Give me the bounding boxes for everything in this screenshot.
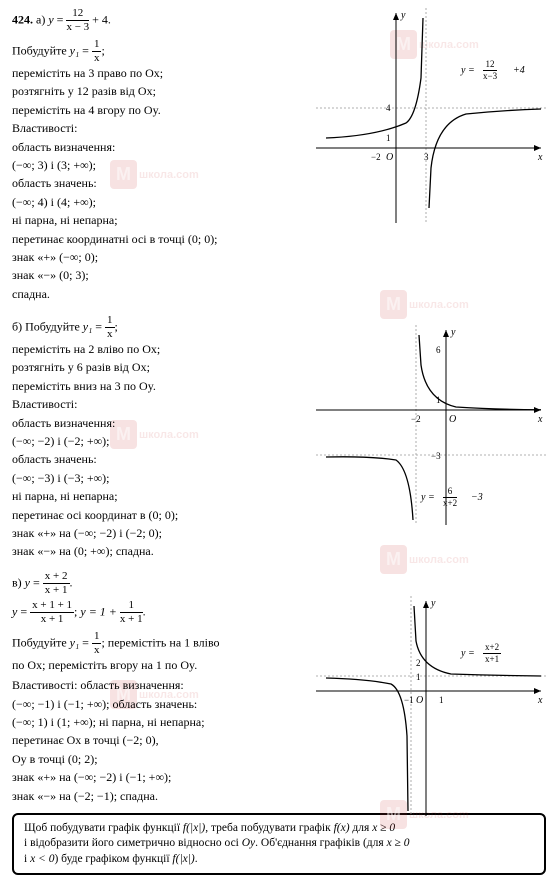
svg-text:y: y [400,10,406,21]
svg-text:O: O [449,414,456,425]
part-a-text: 424. а) y = 12x − 3 + 4. Побудуйте y₁ = … [12,8,292,303]
svg-text:O: O [386,152,393,163]
problem-number: 424. [12,12,33,26]
svg-text:y =: y = [420,492,435,503]
svg-text:x: x [537,414,543,425]
step: перемістіть на 4 вгору по Oy. [12,102,292,119]
step: перемістіть на 3 право по Ox; [12,65,292,82]
graph-c: x y O −1 1 1 2 y = x+2x+1 [316,596,546,816]
svg-text:2: 2 [416,658,421,668]
part-c: в) y = x + 2x + 1. y = x + 1 + 1x + 1; y… [12,571,546,805]
step: розтягніть у 12 разів від Ox; [12,83,292,100]
svg-text:−2: −2 [411,414,421,424]
svg-text:−3: −3 [431,451,441,461]
svg-text:+4: +4 [513,65,525,76]
svg-text:−1: −1 [404,695,414,705]
svg-text:−3: −3 [471,492,483,503]
part-b-text: б) Побудуйте y₁ = 1x; перемістіть на 2 в… [12,315,292,561]
svg-text:y =: y = [460,65,475,76]
svg-text:x: x [537,152,543,163]
part-c-text: в) y = x + 2x + 1. y = x + 1 + 1x + 1; y… [12,571,292,805]
part-a: 424. а) y = 12x − 3 + 4. Побудуйте y₁ = … [12,8,546,303]
svg-text:x: x [537,695,543,706]
svg-text:1: 1 [386,133,391,143]
part-b: б) Побудуйте y₁ = 1x; перемістіть на 2 в… [12,315,546,561]
fraction: 12x − 3 [66,8,89,33]
graph-a: x y O −2 1 4 3 y = 12x−3 +4 [316,8,546,223]
svg-text:1: 1 [436,395,441,405]
graph-b: x y O −2 −3 1 6 y = 6x+2 −3 [316,325,546,525]
svg-text:4: 4 [386,103,391,113]
svg-text:3: 3 [424,152,429,162]
part-a-label: а) [36,12,45,26]
svg-text:−2: −2 [371,152,381,162]
svg-text:y =: y = [460,648,475,659]
svg-text:y: y [430,598,436,609]
props-title: Властивості: [12,120,292,137]
svg-text:O: O [416,695,423,706]
svg-text:1: 1 [416,672,421,682]
svg-text:6: 6 [436,345,441,355]
svg-text:y: y [450,327,456,338]
svg-text:1: 1 [439,695,444,705]
note-box: Щоб побудувати графік функції f(|x|), тр… [12,813,546,876]
